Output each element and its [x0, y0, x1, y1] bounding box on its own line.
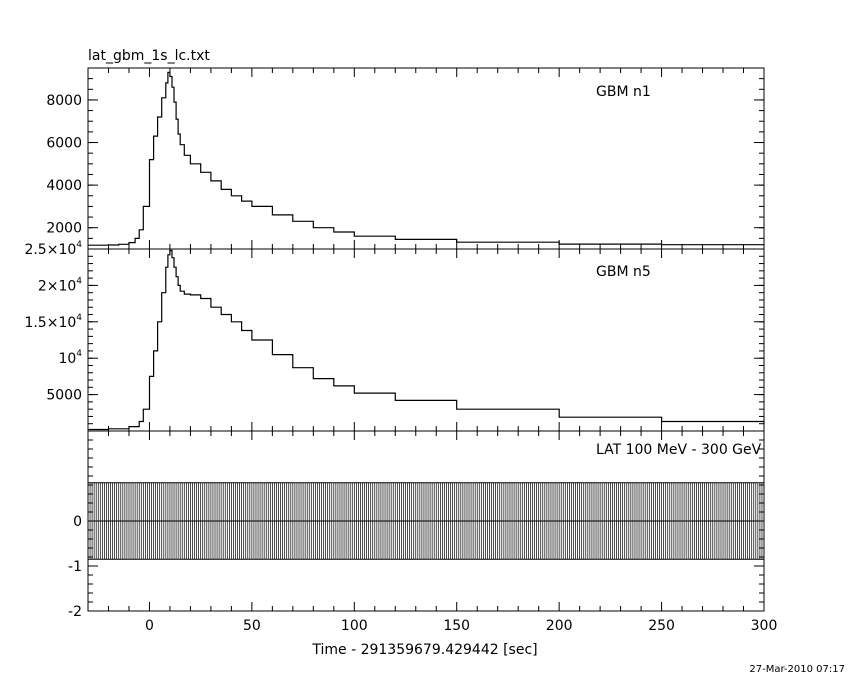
y-tick-label: 104 [58, 349, 82, 367]
y-tick-label: 2.5×104 [24, 240, 82, 258]
annotation-lat: LAT 100 MeV - 300 GeV [596, 442, 762, 458]
annotation-gbm-n5: GBM n5 [596, 264, 651, 280]
x-tick-label: 250 [648, 618, 675, 634]
annotation-gbm-n1: GBM n1 [596, 84, 651, 100]
y-tick-label: 5000 [46, 388, 82, 404]
x-axis-label: Time - 291359679.429442 [sec] [311, 642, 537, 658]
panel-gbm-n1: 2000 4000 6000 8000 [46, 67, 765, 250]
x-tick-label: 200 [546, 618, 573, 634]
y-tick-label: 4000 [46, 178, 82, 194]
series-line [88, 71, 765, 246]
x-tick-label: 50 [243, 618, 261, 634]
timestamp: 27-Mar-2010 07:17 [749, 664, 845, 675]
y-tick-label: -1 [68, 559, 82, 575]
y-tick-label: -2 [68, 604, 82, 620]
panel-gbm-n5: 5000 104 1.5×104 2×104 2.5×104 [24, 240, 765, 432]
panel-frame [87, 67, 765, 250]
y-tick-label: 1.5×104 [24, 313, 82, 331]
series-line [88, 249, 765, 431]
y-tick-label: 8000 [46, 93, 82, 109]
chart-title: lat_gbm_1s_lc.txt [88, 48, 210, 64]
y-tick-label: 2000 [46, 221, 82, 237]
x-tick-label: 0 [145, 618, 154, 634]
panel-frame [87, 248, 765, 432]
x-tick-label: 300 [751, 618, 778, 634]
y-tick-label: 0 [73, 514, 82, 530]
y-tick-label: 6000 [46, 136, 82, 152]
x-tick-label: 100 [341, 618, 368, 634]
y-tick-label: 2×104 [38, 276, 82, 294]
panel-lat: 0 -1 -2 0 50 100 150 200 250 300 [68, 430, 778, 634]
x-tick-label: 150 [443, 618, 470, 634]
